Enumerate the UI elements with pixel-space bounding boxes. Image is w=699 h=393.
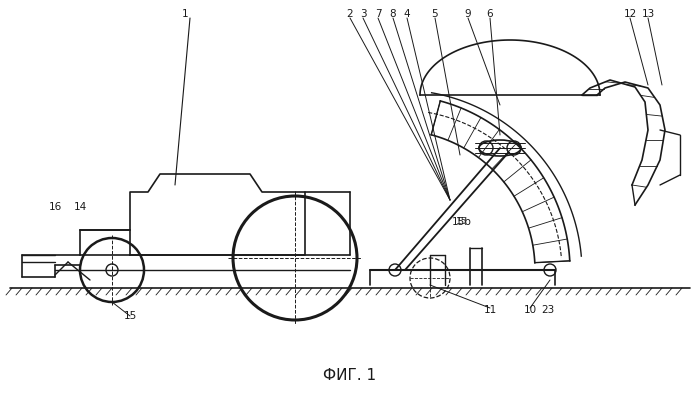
Text: 2: 2 (347, 9, 353, 19)
Text: 15: 15 (124, 311, 136, 321)
Text: 9: 9 (465, 9, 471, 19)
Text: ФИГ. 1: ФИГ. 1 (324, 367, 377, 382)
Text: 23: 23 (541, 305, 554, 315)
Text: 10: 10 (524, 305, 537, 315)
Text: 12: 12 (624, 9, 637, 19)
Text: 11: 11 (484, 305, 496, 315)
Text: 14: 14 (73, 202, 87, 212)
Text: 5: 5 (432, 9, 438, 19)
Text: 15: 15 (456, 217, 468, 226)
Text: 8: 8 (389, 9, 396, 19)
Text: 6: 6 (487, 9, 493, 19)
Text: 3: 3 (360, 9, 366, 19)
Text: 7: 7 (375, 9, 382, 19)
Text: 15b: 15b (452, 217, 472, 227)
Text: 1: 1 (182, 9, 188, 19)
Text: 13: 13 (642, 9, 655, 19)
Text: 4: 4 (404, 9, 410, 19)
Text: 16: 16 (48, 202, 62, 212)
